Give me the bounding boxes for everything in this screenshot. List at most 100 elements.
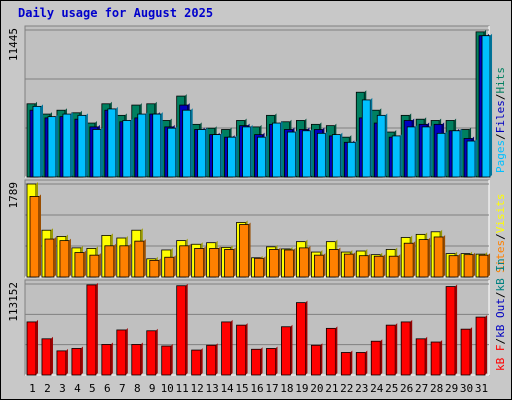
legend-part: kB Out (494, 298, 507, 338)
bar-kb-f (475, 315, 488, 376)
bar-kb-f (86, 282, 98, 376)
x-tick-label: 9 (149, 382, 156, 395)
y-max-label: 113152 (7, 282, 20, 322)
bar-kb-f (176, 283, 188, 376)
x-tick-label: 14 (220, 382, 234, 395)
x-tick-label: 22 (340, 382, 353, 395)
bar-kb-f (146, 328, 158, 376)
legend-part: Pages (494, 140, 507, 173)
bar-pages (182, 108, 193, 178)
bar-kb-f (340, 350, 353, 376)
x-tick-label: 11 (176, 382, 189, 395)
legend-part: Sites (494, 240, 507, 273)
bar-kb-f (310, 343, 323, 376)
x-tick-label: 15 (235, 382, 248, 395)
bar-sites (373, 254, 386, 278)
x-tick-label: 18 (280, 382, 293, 395)
x-tick-label: 4 (74, 382, 81, 395)
bar-pages (62, 112, 73, 178)
bar-pages (77, 113, 88, 178)
bar-sites (224, 247, 236, 278)
x-tick-label: 8 (134, 382, 141, 395)
bar-pages (287, 130, 298, 178)
bar-kb-f (191, 348, 203, 376)
bar-pages (302, 128, 313, 178)
bar-sites (433, 234, 446, 278)
x-tick-label: 31 (475, 382, 488, 395)
bar-pages (376, 113, 388, 178)
legend-part: Hits (494, 67, 507, 94)
legend-part: / (494, 292, 507, 299)
bar-pages (421, 124, 433, 178)
bar-pages (242, 124, 253, 178)
bar-kb-f (221, 319, 233, 376)
legend-mid: Sites/Visits (494, 194, 507, 274)
y-max-label: 11445 (7, 28, 20, 61)
bar-sites (284, 247, 296, 278)
legend-part: Visits (494, 194, 507, 234)
bar-sites (179, 243, 191, 278)
bar-kb-f (445, 284, 458, 376)
bar-kb-f (101, 342, 113, 376)
bar-sites (74, 250, 86, 278)
bar-kb-f (296, 300, 308, 376)
bar-sites (149, 258, 161, 278)
bar-sites (328, 247, 341, 278)
x-tick-label: 2 (44, 382, 51, 395)
bar-sites (313, 253, 326, 278)
y-max-label: 1789 (7, 182, 20, 209)
bar-sites (358, 253, 371, 278)
legend-part: kB In (494, 258, 507, 291)
bar-sites (388, 254, 401, 278)
bar-kb-f (385, 323, 398, 376)
x-tick-label: 12 (191, 382, 204, 395)
x-tick-label: 5 (89, 382, 96, 395)
bar-sites (119, 243, 131, 278)
bar-kb-f (400, 319, 413, 376)
bar-pages (272, 121, 283, 178)
bar-pages (92, 127, 103, 178)
bar-pages (107, 106, 118, 178)
bar-kb-f (430, 340, 443, 376)
bar-pages (32, 104, 43, 178)
bar-kb-f (415, 336, 428, 376)
x-tick-label: 26 (400, 382, 413, 395)
legend-top: Pages/Files/Hits (494, 67, 507, 173)
bar-pages (197, 127, 208, 178)
x-tick-label: 29 (445, 382, 458, 395)
bar-pages (167, 126, 178, 178)
bar-sites (194, 246, 206, 278)
bar-pages (406, 124, 418, 178)
bar-pages (257, 135, 268, 178)
bar-sites (463, 252, 476, 278)
bar-pages (361, 97, 373, 178)
bar-kb-f (41, 336, 53, 376)
legend-part: Files (494, 100, 507, 133)
bar-sites (448, 253, 461, 278)
legend-part: / (494, 94, 507, 101)
bar-kb-f (355, 350, 368, 376)
bar-sites (89, 253, 101, 278)
x-tick-label: 23 (355, 382, 368, 395)
bar-kb-f (460, 327, 473, 376)
bar-kb-f (281, 324, 293, 376)
x-tick-label: 30 (460, 382, 473, 395)
x-tick-label: 1 (29, 382, 36, 395)
chart-title: Daily usage for August 2025 (18, 6, 214, 20)
bar-pages (346, 140, 358, 178)
bar-sites (29, 194, 41, 278)
bar-sites (104, 243, 116, 278)
x-tick-label: 10 (161, 382, 174, 395)
bar-sites (239, 222, 251, 278)
bar-sites (403, 241, 416, 278)
bar-pages (47, 114, 58, 178)
bar-kb-f (161, 344, 173, 376)
x-tick-label: 21 (325, 382, 338, 395)
x-tick-label: 7 (119, 382, 126, 395)
x-tick-label: 20 (310, 382, 323, 395)
x-tick-label: 19 (295, 382, 308, 395)
x-tick-label: 28 (430, 382, 443, 395)
bar-kb-f (116, 327, 128, 376)
bar-pages (316, 131, 328, 178)
